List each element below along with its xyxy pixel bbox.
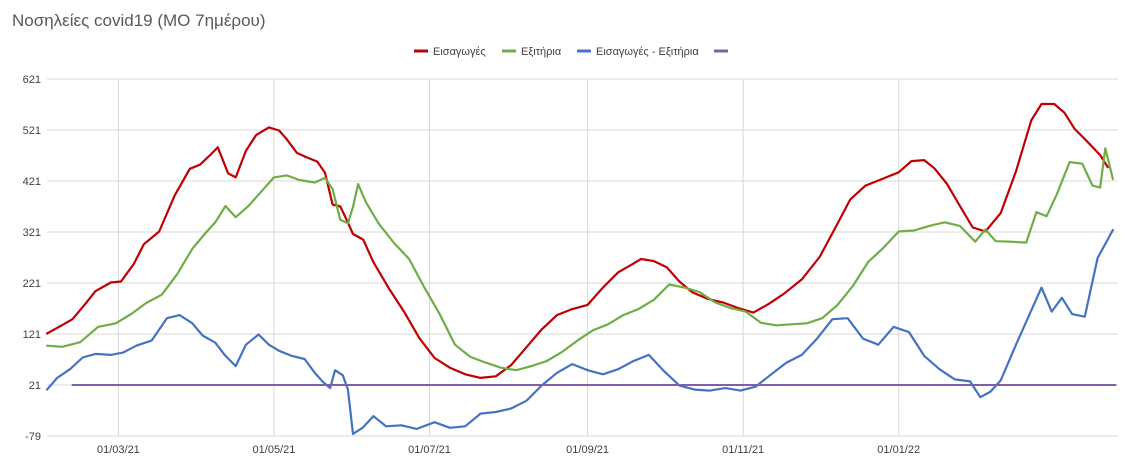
x-tick-label: 01/07/21: [408, 444, 451, 456]
legend: Εισαγωγές Εξιτήρια Εισαγωγές - Εξιτήρια: [414, 46, 728, 58]
x-tick-label: 01/05/21: [253, 444, 296, 456]
chart-title: Νοσηλείες covid19 (ΜΟ 7ημέρου): [12, 11, 265, 30]
x-tick-label: 01/11/21: [722, 444, 764, 456]
y-tick-label: 21: [29, 380, 41, 392]
y-tick-label: 521: [23, 125, 41, 137]
y-tick-label: -79: [25, 431, 41, 443]
x-tick-label: 01/09/21: [566, 444, 609, 456]
series-line-2: [45, 147, 1114, 372]
y-tick-label: 321: [23, 227, 41, 239]
grid: [47, 78, 1118, 437]
legend-label: Εισαγωγές - Εξιτήρια: [596, 46, 699, 58]
x-tick-label: 01/01/22: [877, 444, 920, 456]
x-tick-label: 01/03/21: [97, 444, 140, 456]
x-axis-ticks: 01/03/21 01/05/21 01/07/21 01/09/21 01/11/21…: [97, 444, 920, 456]
y-tick-label: 221: [23, 278, 41, 290]
legend-label: Εξιτήρια: [521, 46, 562, 58]
series-line-3: [45, 228, 1114, 436]
series-lines: [45, 102, 1117, 436]
y-tick-label: 621: [23, 74, 41, 86]
y-axis-ticks: -79 21 121 221 321 421 521 621: [23, 74, 41, 443]
y-tick-label: 121: [23, 329, 41, 341]
y-tick-label: 421: [23, 176, 41, 188]
series-line-1: [45, 102, 1109, 379]
legend-label: Εισαγωγές: [433, 46, 486, 58]
